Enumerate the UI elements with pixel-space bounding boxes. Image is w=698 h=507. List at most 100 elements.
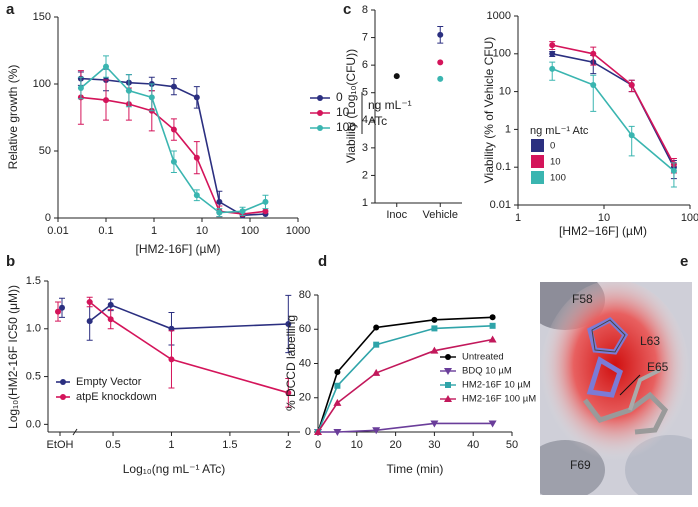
y-tick-label: 20 (299, 392, 311, 404)
marker (437, 31, 444, 38)
marker (373, 324, 380, 331)
marker (334, 369, 341, 376)
y-tick-label: 4 (362, 114, 368, 126)
series-line (80, 96, 266, 215)
legend-swatch (531, 171, 544, 184)
marker (285, 389, 292, 396)
x-tick-label: 10 (351, 439, 363, 451)
legend-label: Empty Vector (76, 376, 142, 388)
marker (333, 429, 342, 436)
marker (59, 304, 65, 311)
marker (125, 87, 132, 94)
marker (444, 395, 452, 402)
marker (262, 198, 269, 205)
y-tick-label: 100 (33, 78, 51, 90)
marker (170, 126, 177, 133)
marker (314, 428, 322, 435)
marker (103, 63, 109, 70)
legend-marker (60, 379, 66, 385)
marker (445, 382, 451, 388)
marker (488, 335, 497, 343)
marker (86, 318, 93, 325)
panel-letter: b (6, 253, 15, 270)
y-tick-label: 5 (362, 87, 368, 99)
x-tick-label: 1 (515, 212, 521, 224)
y-tick-label: 0 (305, 426, 311, 438)
panel-letter: e (680, 253, 688, 270)
x-tick-label: 1 (168, 439, 174, 451)
legend-label: 100 (550, 173, 566, 184)
x-tick-label: 0.01 (47, 225, 68, 237)
legend-label: 0 (336, 90, 343, 104)
legend-label: Untreated (462, 352, 504, 363)
error-bar (590, 74, 597, 112)
x-tick-label: 10 (598, 212, 610, 224)
y-axis-label: Log₁₀(HM2-16F IC50 (μM)) (6, 285, 20, 429)
marker (285, 321, 292, 328)
residue-label: F69 (570, 458, 591, 472)
axis-break (72, 428, 78, 436)
y-axis-label: Viability (% of Vehicle CFU) (482, 37, 496, 184)
marker (431, 325, 438, 332)
marker (437, 59, 444, 66)
y-tick-label: 0.1 (496, 161, 511, 173)
series-line (89, 303, 289, 330)
marker (430, 420, 439, 428)
series-line (318, 422, 493, 433)
marker (489, 322, 496, 329)
marker (445, 354, 451, 360)
molecule-image (540, 282, 692, 495)
residue-label: F58 (572, 292, 593, 306)
series-line (552, 44, 675, 165)
marker (148, 94, 155, 101)
marker (372, 368, 381, 376)
legend-label: BDQ 10 µM (462, 366, 512, 377)
legend-marker (317, 110, 323, 116)
marker (107, 301, 114, 308)
x-tick-label: 40 (467, 439, 479, 451)
x-axis-label: [HM2−16F] (µM) (559, 224, 647, 238)
marker (549, 50, 556, 57)
series-line (551, 68, 675, 172)
legend-marker (317, 125, 323, 131)
y-tick-label: 80 (299, 289, 311, 301)
marker (262, 208, 269, 215)
x-tick-label: 2 (285, 439, 291, 451)
y-tick-label: 0.5 (26, 370, 41, 382)
marker (170, 158, 177, 165)
legend-label: HM2-16F 100 µM (462, 394, 536, 405)
error-bar (628, 125, 635, 157)
legend-marker (317, 95, 323, 101)
legend-swatch (531, 139, 544, 152)
marker (489, 314, 496, 321)
y-tick-label: 7 (362, 31, 368, 43)
legend-marker (60, 394, 66, 400)
x-tick-label: Vehicle (423, 209, 458, 221)
y-tick-label: 100 (493, 48, 511, 60)
marker (488, 420, 497, 428)
marker (193, 94, 200, 101)
x-tick-label: 50 (506, 439, 518, 451)
legend-title: ng mL⁻¹ Atc (530, 125, 589, 137)
y-tick-label: 60 (299, 323, 311, 335)
marker (333, 398, 342, 406)
y-tick-label: 1 (362, 197, 368, 209)
panel-letter: a (6, 1, 15, 18)
y-axis-label: % DCCD labelling (284, 315, 298, 411)
marker (590, 81, 597, 88)
x-tick-label: 0.5 (105, 439, 120, 451)
x-axis-label: [HM2-16F] (µM) (136, 242, 221, 256)
marker (670, 167, 677, 174)
marker (373, 341, 380, 348)
residue-label: E65 (647, 360, 669, 374)
panel-letter: c (343, 1, 351, 18)
residue-label: L63 (640, 334, 660, 348)
marker (216, 198, 223, 205)
legend-label: 100 (336, 120, 356, 134)
series-line (89, 301, 289, 394)
y-tick-label: 1.0 (26, 323, 41, 335)
x-tick-label: 20 (389, 439, 401, 451)
marker (590, 50, 597, 57)
marker (193, 192, 200, 199)
legend-label: HM2-16F 10 µM (462, 380, 531, 391)
